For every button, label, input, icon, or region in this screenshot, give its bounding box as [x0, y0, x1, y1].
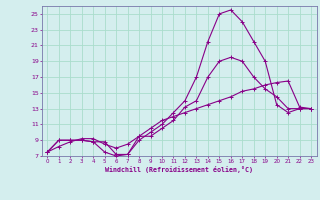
X-axis label: Windchill (Refroidissement éolien,°C): Windchill (Refroidissement éolien,°C) [105, 166, 253, 173]
